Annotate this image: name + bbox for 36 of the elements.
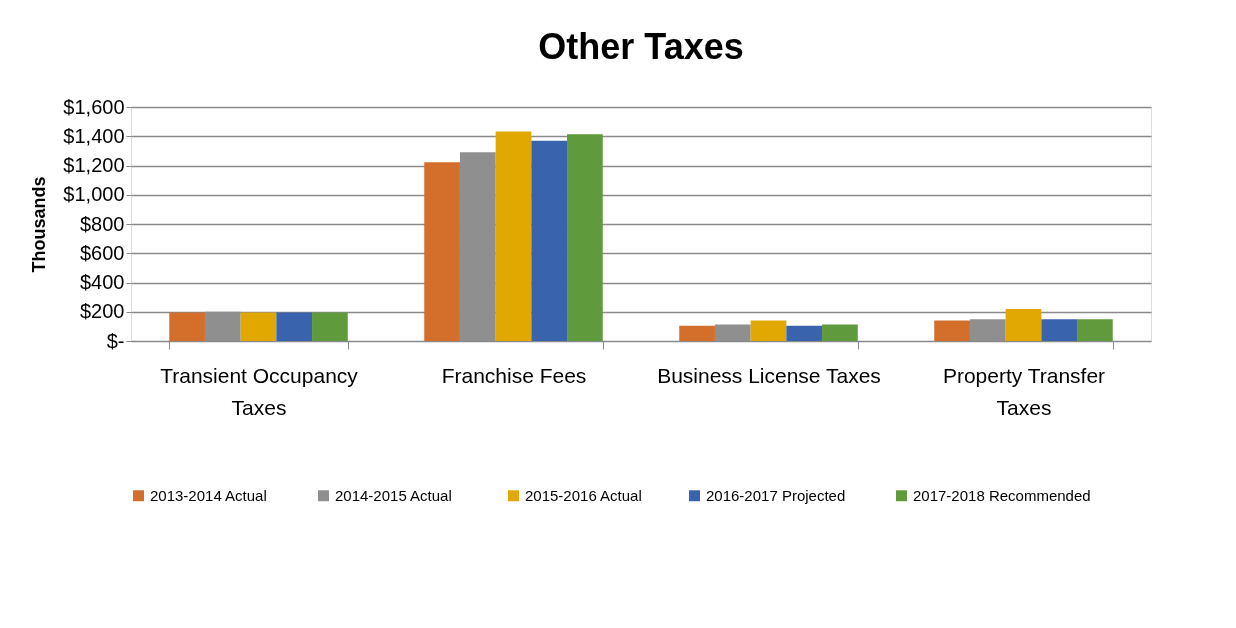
bar bbox=[1077, 319, 1113, 341]
y-tick-label: $1,000 bbox=[63, 183, 125, 206]
bar bbox=[786, 325, 823, 341]
legend-label: 2017-2018 Recommended bbox=[913, 486, 1091, 504]
y-tick-label: $200 bbox=[80, 300, 125, 323]
bar bbox=[679, 325, 715, 341]
bar bbox=[169, 312, 205, 341]
bar bbox=[276, 312, 313, 341]
bar bbox=[567, 134, 603, 341]
bar bbox=[1005, 308, 1042, 341]
y-tick-label: $- bbox=[106, 329, 125, 352]
y-tick-label: $1,400 bbox=[63, 124, 125, 147]
legend-label: 2013-2014 Actual bbox=[150, 486, 267, 504]
y-tick-label: $600 bbox=[80, 241, 125, 264]
legend-label: 2014-2015 Actual bbox=[335, 486, 452, 504]
bar bbox=[531, 140, 568, 341]
bar bbox=[240, 312, 277, 341]
bar bbox=[424, 162, 460, 341]
y-tick-label: $400 bbox=[80, 271, 125, 293]
bar bbox=[822, 324, 858, 341]
y-tick-label: $1,200 bbox=[63, 154, 125, 176]
y-tick-label: $1,600 bbox=[63, 95, 125, 118]
bar bbox=[312, 312, 348, 341]
legend-label: 2016-2017 Projected bbox=[706, 486, 846, 504]
x-tick-label: Franchise Fees bbox=[441, 363, 587, 387]
x-tick-label: Business License Taxes bbox=[657, 363, 881, 387]
chart-title: Other Taxes bbox=[538, 26, 744, 67]
bar bbox=[934, 320, 970, 341]
bar bbox=[750, 320, 787, 341]
legend-label: 2015-2016 Actual bbox=[525, 486, 642, 504]
x-tick-label: Property Transfer Taxes bbox=[942, 363, 1106, 419]
y-axis-title: Thousands bbox=[29, 176, 50, 273]
bar bbox=[1041, 319, 1078, 341]
bar bbox=[495, 131, 532, 341]
y-tick-label: $800 bbox=[80, 212, 125, 235]
x-tick-label: Transient Occupancy Taxes bbox=[160, 363, 359, 419]
